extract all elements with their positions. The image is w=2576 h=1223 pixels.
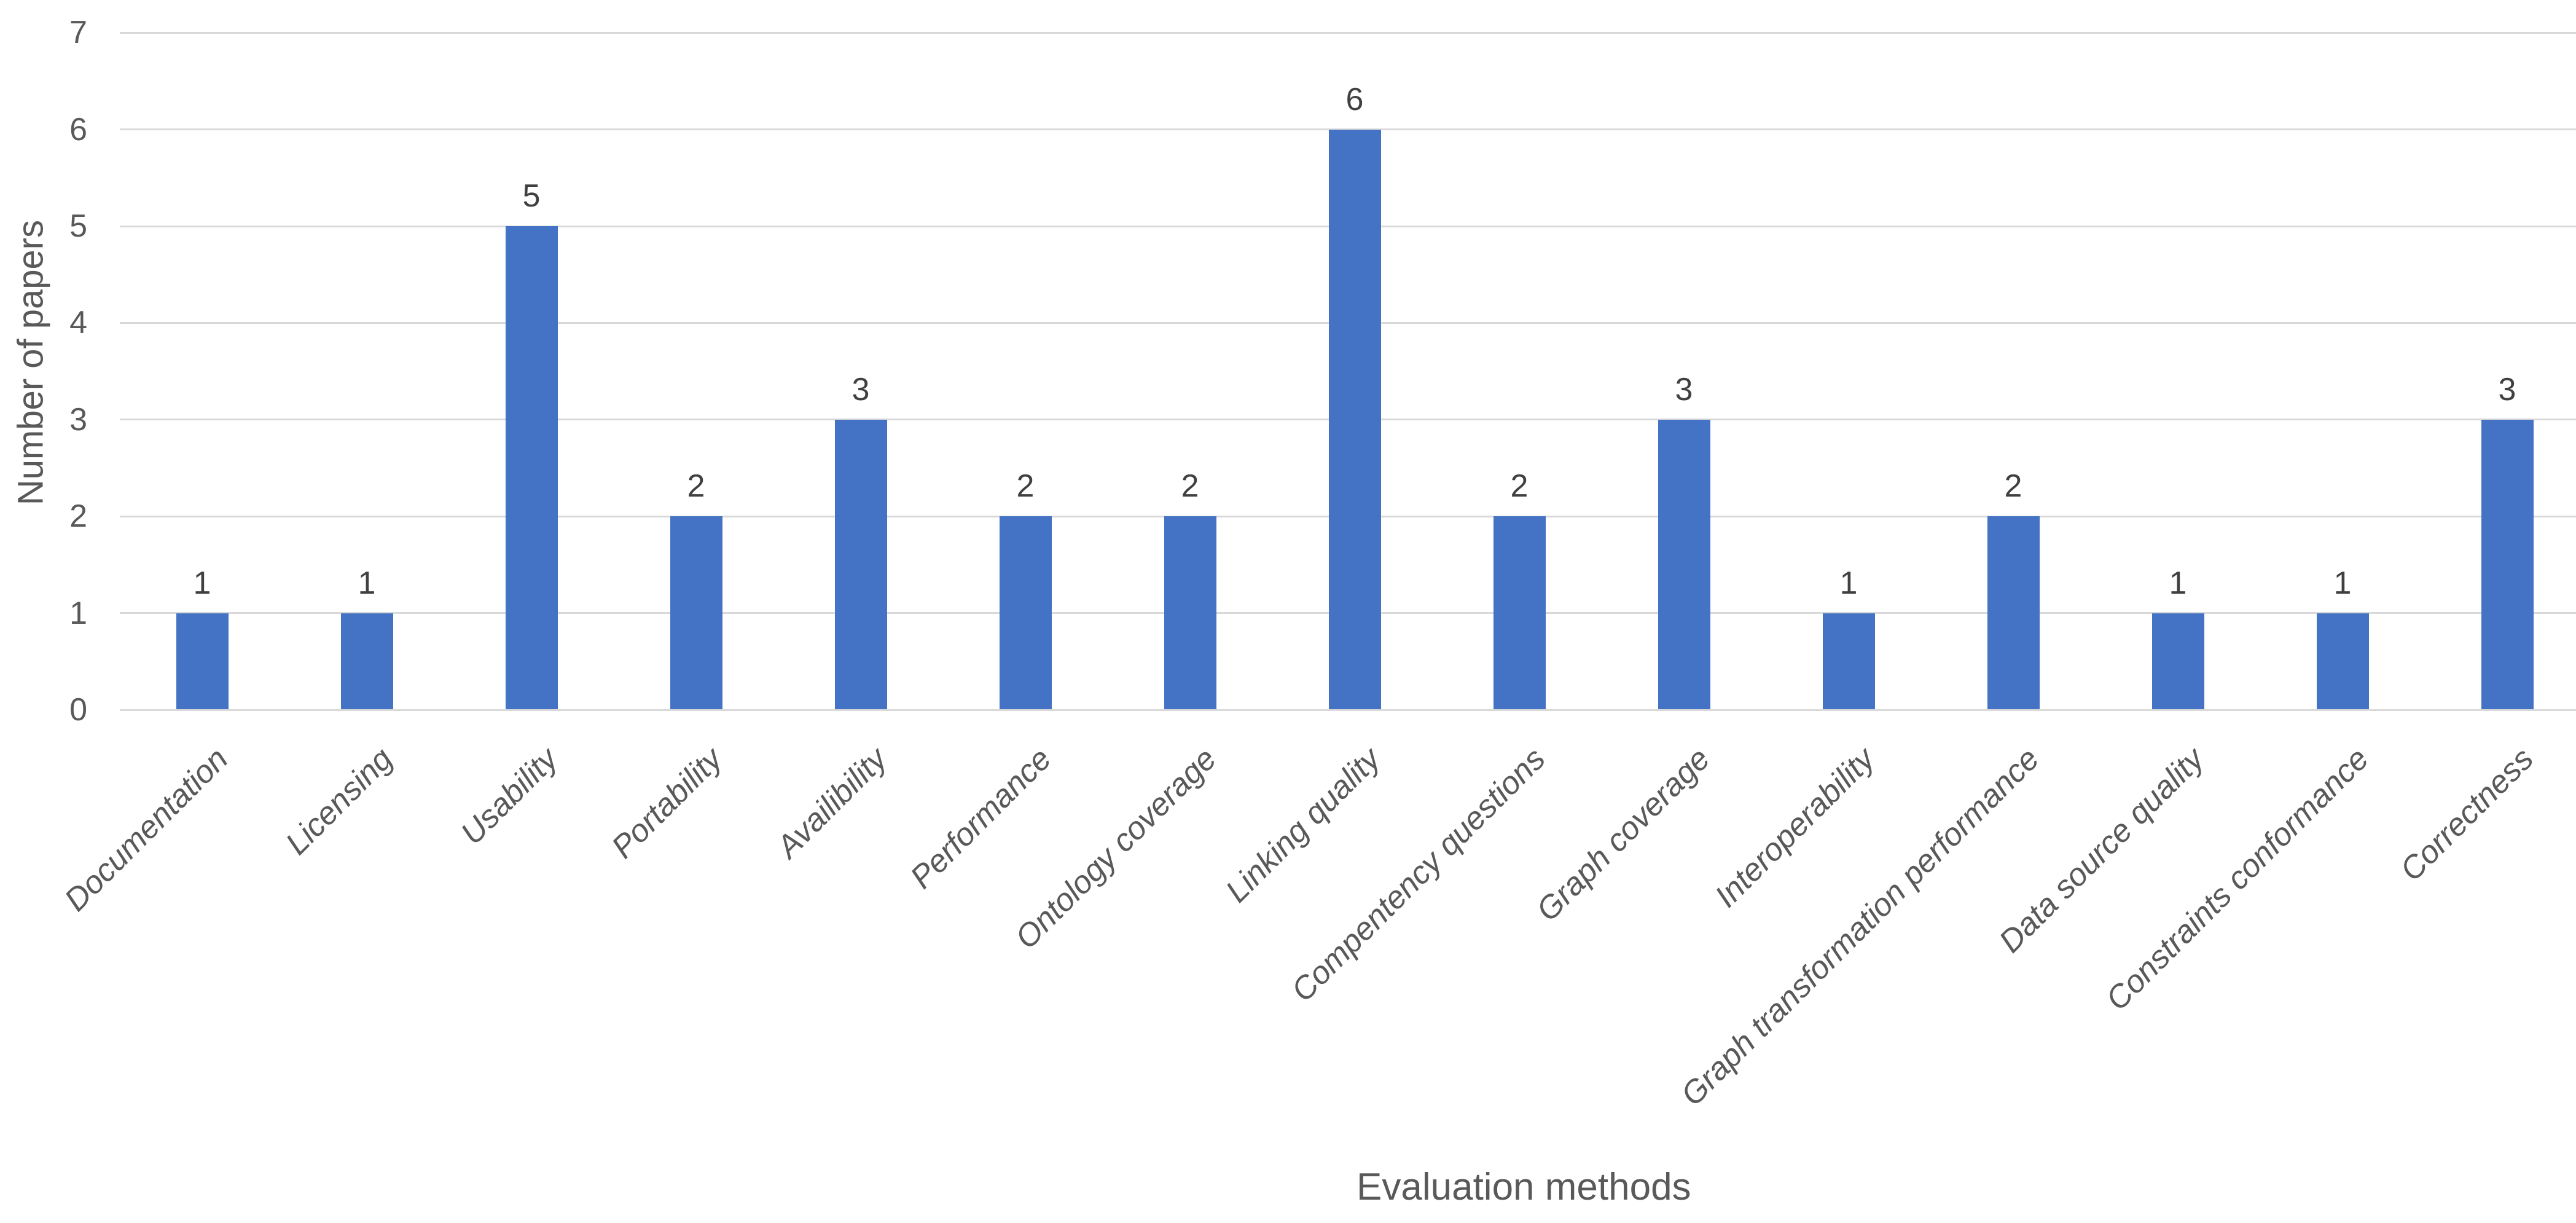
bar [1328, 129, 1381, 709]
category-label: Graph coverage [1530, 741, 1717, 929]
bar [999, 516, 1052, 709]
category-label: Graph transformation performance [1674, 741, 2046, 1113]
y-tick-label: 4 [69, 305, 87, 341]
bar-value-label: 2 [687, 468, 705, 505]
bar-value-label: 2 [1016, 468, 1035, 505]
bar [176, 613, 229, 709]
category-label: Usability [453, 741, 565, 852]
bar [1822, 613, 1875, 709]
bar-value-label: 2 [2004, 468, 2022, 505]
bar [2316, 613, 2369, 709]
category-label: Portability [605, 741, 729, 866]
category-label: Documentation [58, 741, 235, 919]
bar-value-label: 3 [1675, 371, 1693, 407]
bar-value-label: 1 [1839, 565, 1858, 601]
bar [1658, 419, 1710, 709]
bar [340, 613, 393, 709]
bar-value-label: 5 [522, 178, 541, 214]
y-tick-label: 3 [69, 401, 87, 438]
gridline [120, 31, 2576, 34]
bar-value-label: 1 [2333, 565, 2352, 601]
bar [1987, 516, 2040, 709]
bar [834, 419, 887, 709]
bar-value-label: 1 [193, 565, 211, 601]
x-axis-line [120, 709, 2576, 711]
bar-value-label: 6 [1345, 81, 1364, 117]
bar [2151, 613, 2204, 709]
bar-value-label: 1 [2169, 565, 2187, 601]
y-tick-label: 7 [69, 15, 87, 51]
bar-value-label: 3 [851, 371, 870, 407]
category-label: Interoperability [1708, 741, 1882, 914]
bar [505, 226, 558, 709]
category-label: Correctness [2393, 741, 2540, 888]
bar [670, 516, 722, 709]
bar-value-label: 1 [358, 565, 376, 601]
category-label: Constraints conformance [2099, 741, 2376, 1018]
y-tick-label: 2 [69, 498, 87, 535]
y-tick-label: 5 [69, 208, 87, 244]
bar-value-label: 3 [2498, 371, 2516, 407]
y-tick-label: 1 [69, 595, 87, 631]
bar [2481, 419, 2534, 709]
bar [1493, 516, 1546, 709]
y-tick-label: 6 [69, 111, 87, 147]
bar [1164, 516, 1216, 709]
y-tick-label: 0 [69, 692, 87, 728]
x-axis-title: Evaluation methods [1357, 1166, 1691, 1208]
y-axis-title: Number of papers [10, 219, 51, 506]
category-label: Licensing [279, 741, 400, 862]
bar-value-label: 2 [1181, 468, 1199, 505]
category-label: Linking quality [1219, 741, 1388, 910]
bar-value-label: 2 [1510, 468, 1529, 505]
category-label: Availibility [769, 741, 894, 865]
category-label: Performance [904, 741, 1059, 896]
